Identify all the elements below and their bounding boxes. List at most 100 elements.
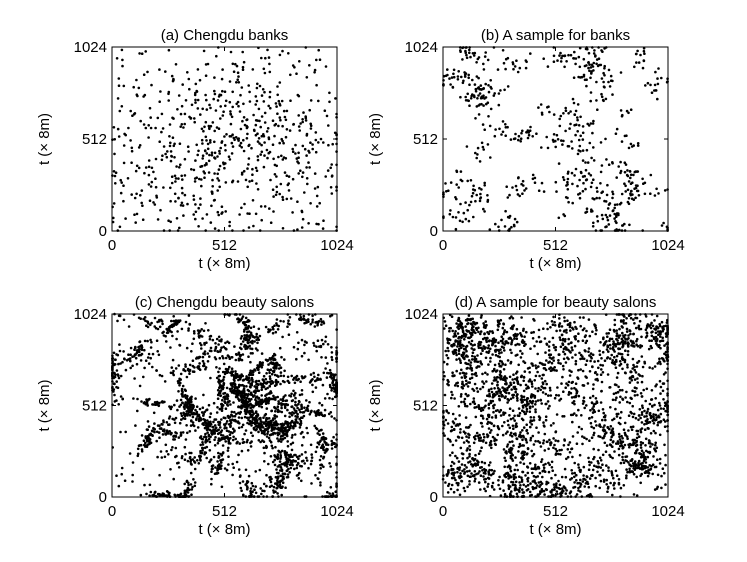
scatter-point [162,186,165,189]
scatter-point [611,93,614,96]
scatter-point [319,455,323,458]
scatter-point [613,203,617,207]
scatter-point [305,426,309,430]
scatter-point [260,400,264,404]
scatter-point [314,138,318,142]
scatter-point [254,470,257,473]
scatter-point [604,213,608,217]
scatter-point [232,70,236,73]
scatter-point [648,339,651,343]
scatter-point [494,344,497,348]
scatter-point [581,138,585,141]
scatter-point [161,154,164,157]
scatter-point [144,359,148,363]
scatter-point [174,180,177,183]
scatter-point [228,80,232,83]
scatter-point [625,109,629,113]
scatter-point [213,349,217,352]
scatter-point [130,161,133,164]
scatter-point [255,182,258,185]
scatter-point [582,57,586,61]
scatter-point [506,85,510,88]
scatter-point [223,166,226,170]
scatter-point [302,459,305,463]
scatter-point [241,480,245,483]
scatter-point [146,356,150,359]
scatter-point [456,483,460,487]
scatter-point [287,319,290,323]
scatter-point [529,52,532,55]
y-tick-label: 0 [99,489,107,506]
scatter-point [587,61,590,64]
scatter-point [468,203,471,207]
scatter-point [245,406,249,410]
scatter-point [204,322,207,325]
scatter-point [525,410,529,413]
scatter-point [183,445,187,449]
scatter-point [278,141,282,145]
scatter-point [249,492,253,495]
scatter-point [252,113,255,117]
scatter-point [459,170,463,173]
scatter-point [637,61,641,64]
scatter-point [446,491,450,494]
scatter-point [629,173,633,177]
scatter-point [213,227,217,230]
scatter-points-a [111,46,338,232]
scatter-point [664,371,667,374]
scatter-point [577,55,581,59]
scatter-point [216,210,220,214]
scatter-point [444,324,448,328]
scatter-point [559,60,563,63]
scatter-point [186,488,189,491]
scatter-point [300,389,304,392]
scatter-point [581,159,585,162]
scatter-point [330,313,334,317]
scatter-point [483,184,487,187]
scatter-point [310,482,313,485]
scatter-point [534,463,537,467]
scatter-point [158,373,162,377]
scatter-point [147,173,151,177]
scatter-point [161,322,164,326]
scatter-point [155,400,159,404]
scatter-point [224,436,228,439]
scatter-point [115,385,118,389]
scatter-point [164,443,168,447]
scatter-point [168,123,172,126]
scatter-point [264,412,268,416]
scatter-point [620,114,624,118]
scatter-point [179,204,183,207]
scatter-point [249,352,253,355]
scatter-point [257,439,261,442]
scatter-point [243,432,246,436]
scatter-point [251,68,255,71]
scatter-point [291,455,294,459]
scatter-point [265,422,268,426]
scatter-point [186,431,189,435]
scatter-point [571,356,574,359]
scatter-point [149,356,152,360]
scatter-point [169,141,172,145]
scatter-point [254,369,257,372]
scatter-point [201,154,205,157]
scatter-point [255,424,258,428]
scatter-point [242,384,246,388]
scatter-point [329,385,332,389]
scatter-point [200,347,203,350]
scatter-point [232,382,235,385]
scatter-point [581,149,585,152]
scatter-point [242,378,245,382]
scatter-point [454,196,457,199]
scatter-point [233,410,236,414]
scatter-point [278,428,282,432]
scatter-point [531,471,534,475]
scatter-point [205,139,208,142]
scatter-point [654,331,658,335]
scatter-point [454,216,458,219]
scatter-point [189,462,193,466]
scatter-point [556,138,560,141]
scatter-point [129,353,132,357]
scatter-point [631,181,634,184]
scatter-point [112,216,115,220]
